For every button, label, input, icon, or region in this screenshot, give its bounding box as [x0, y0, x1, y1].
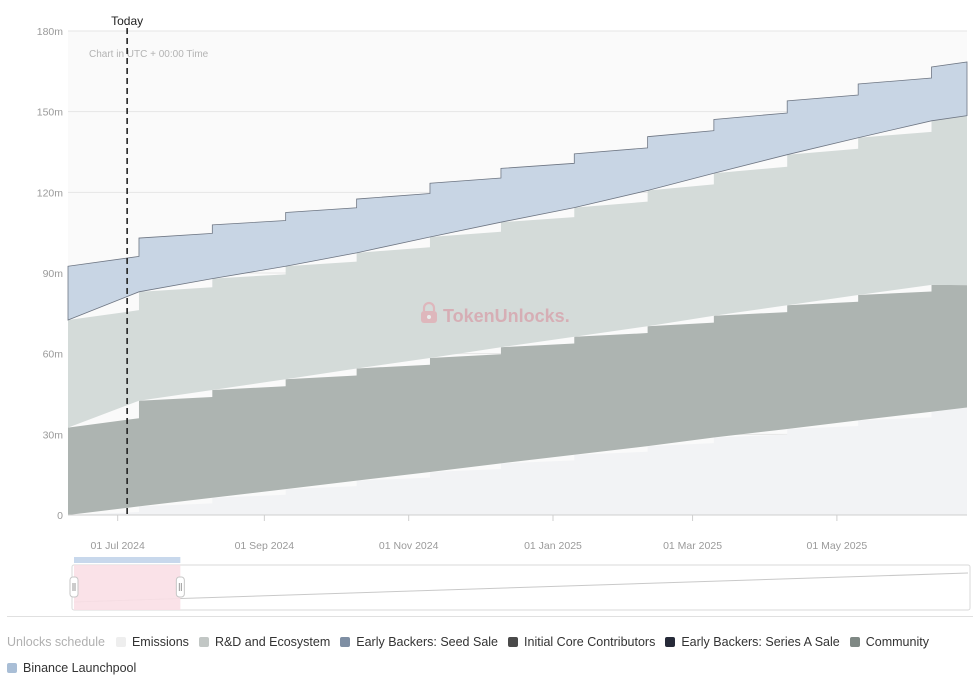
legend-label: R&D and Ecosystem [214, 635, 331, 649]
x-tick-label: 01 May 2025 [807, 540, 868, 552]
legend-label: Early Backers: Series A Sale [681, 635, 840, 649]
legend-swatch [849, 637, 860, 647]
legend-item-seed-sale[interactable]: Early Backers: Seed Sale [340, 635, 498, 649]
today-label: Today [111, 14, 143, 28]
legend-swatch [340, 637, 351, 647]
legend-row-2: Binance Launchpool [7, 661, 146, 675]
legend-item-rd-ecosystem[interactable]: R&D and Ecosystem [198, 635, 331, 649]
legend-swatch [508, 637, 519, 647]
area-emissions [68, 407, 967, 515]
navigator-scrollbar[interactable] [74, 557, 181, 563]
x-tick-label: 01 Jul 2024 [91, 540, 145, 552]
y-tick-label: 90m [43, 268, 64, 280]
legend-swatch [7, 663, 17, 673]
area-community [68, 284, 967, 515]
legend-swatch [198, 637, 209, 647]
legend-item-emissions[interactable]: Emissions [115, 635, 189, 649]
today-marker: Today [111, 14, 143, 515]
axes: 0 30m 60m 90m 120m 150m 180m 01 Jul 2024 01 Sep … [37, 26, 967, 552]
navigator-handle-left[interactable] [69, 576, 79, 598]
lock-icon [421, 301, 437, 323]
legend-item-core-contributors[interactable]: Initial Core Contributors [508, 635, 655, 649]
legend-label: Emissions [131, 635, 189, 649]
handle-grip [175, 576, 185, 598]
divider [7, 616, 973, 617]
legend-label: Binance Launchpool [23, 661, 137, 675]
legend-title: Unlocks schedule [7, 635, 105, 649]
chart-svg: TokenUnlocks. Chart in UTC + 00:00 Time … [37, 14, 971, 611]
chart-note: Chart in UTC + 00:00 Time [89, 49, 209, 60]
y-tick-label: 180m [37, 26, 64, 38]
legend-item-community[interactable]: Community [849, 635, 929, 649]
navigator-series-line [73, 572, 969, 603]
y-tick-label: 60m [43, 349, 64, 361]
watermark-text: TokenUnlocks. [443, 306, 570, 326]
legend-label: Community [865, 635, 929, 649]
navigator-handle-right[interactable] [175, 576, 185, 598]
legend-item-series-a[interactable]: Early Backers: Series A Sale [665, 635, 840, 649]
legend-label: Early Backers: Seed Sale [356, 635, 499, 649]
y-tick-label: 0 [57, 510, 63, 522]
area-binance-launchpool [67, 61, 968, 321]
legend-swatch [665, 637, 676, 647]
y-tick-label: 120m [37, 187, 64, 199]
range-navigator[interactable] [69, 557, 971, 611]
x-tick-label: 01 Mar 2025 [663, 540, 722, 552]
legend-row-1: Unlocks schedule Emissions R&D and Ecosy… [7, 635, 939, 649]
y-tick-label: 150m [37, 107, 64, 119]
x-tick-label: 01 Jan 2025 [524, 540, 582, 552]
x-tick-label: 01 Nov 2024 [379, 540, 439, 552]
watermark: TokenUnlocks. [421, 301, 570, 326]
handle-grip [69, 576, 79, 598]
legend-label: Initial Core Contributors [524, 635, 656, 649]
navigator-window[interactable] [74, 565, 181, 610]
stacked-areas [67, 61, 968, 515]
y-tick-label: 30m [43, 429, 64, 441]
x-tick-label: 01 Sep 2024 [235, 540, 295, 552]
legend-swatch [115, 637, 126, 647]
area-r-d-and-ecosystem [68, 115, 967, 428]
legend-item-binance-launchpool[interactable]: Binance Launchpool [7, 661, 136, 675]
